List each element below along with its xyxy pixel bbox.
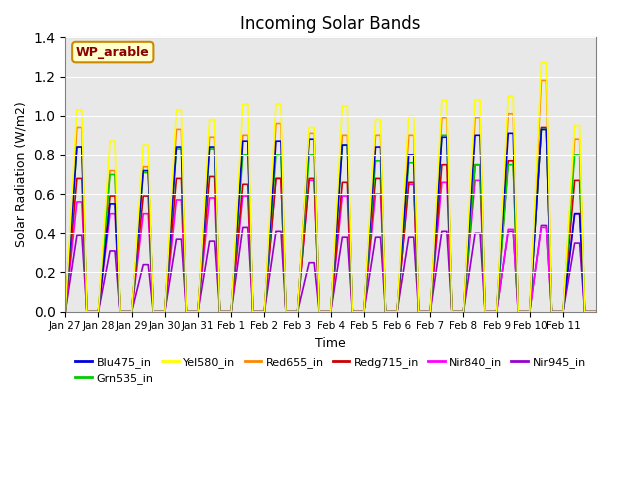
Legend: Blu475_in, Grn535_in, Yel580_in, Red655_in, Redg715_in, Nir840_in, Nir945_in: Blu475_in, Grn535_in, Yel580_in, Red655_… (71, 352, 590, 388)
Title: Incoming Solar Bands: Incoming Solar Bands (241, 15, 421, 33)
Y-axis label: Solar Radiation (W/m2): Solar Radiation (W/m2) (15, 102, 28, 247)
Text: WP_arable: WP_arable (76, 46, 150, 59)
X-axis label: Time: Time (316, 337, 346, 350)
